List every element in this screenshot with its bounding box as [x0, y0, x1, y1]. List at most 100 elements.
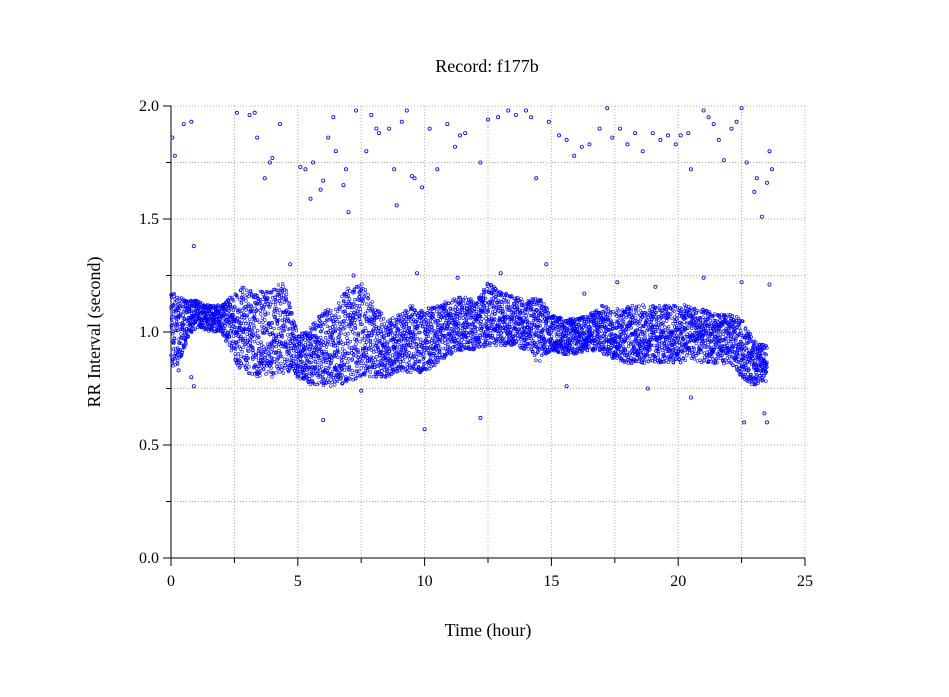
- rr-point: [324, 360, 328, 365]
- rr-point: [335, 379, 339, 384]
- rr-point: [401, 368, 405, 373]
- rr-point: [335, 319, 339, 324]
- rr-point: [403, 339, 407, 343]
- rr-point: [340, 294, 344, 299]
- rr-point: [430, 338, 434, 342]
- rr-point: [519, 341, 523, 345]
- rr-point: [636, 336, 641, 341]
- rr-point: [382, 363, 386, 367]
- rr-point: [358, 320, 363, 324]
- rr-point: [534, 358, 538, 362]
- rr-point: [316, 363, 320, 367]
- rr-point: [368, 339, 373, 343]
- rr-point: [399, 339, 404, 343]
- rr-point: [261, 359, 265, 363]
- rr-point: [340, 322, 345, 326]
- rr-point: [478, 304, 482, 309]
- rr-point: [236, 363, 240, 367]
- rr-point: [365, 369, 369, 373]
- rr-point: [355, 311, 359, 315]
- rr-point: [389, 329, 393, 333]
- rr-point: [399, 314, 403, 319]
- rr-point: [333, 344, 337, 348]
- rr-point: [320, 350, 324, 354]
- rr-point: [383, 363, 387, 368]
- rr-point: [443, 338, 447, 342]
- rr-point: [267, 352, 271, 356]
- rr-point: [240, 290, 245, 294]
- rr-point: [270, 320, 274, 325]
- rr-point: [278, 351, 283, 356]
- rr-point: [371, 347, 375, 351]
- rr-point: [245, 356, 250, 360]
- rr-point: [330, 338, 334, 342]
- rr-point: [177, 304, 182, 308]
- rr-point: [312, 354, 316, 358]
- rr-point: [323, 336, 328, 340]
- rr-point: [277, 308, 282, 312]
- rr-point: [275, 361, 279, 366]
- rr-point: [285, 357, 289, 361]
- rr-point: [263, 318, 267, 322]
- rr-point: [415, 336, 420, 341]
- rr-point: [428, 319, 432, 323]
- rr-point: [176, 337, 181, 341]
- rr-point: [348, 289, 352, 293]
- rr-point: [250, 309, 254, 313]
- rr-point: [404, 334, 408, 338]
- rr-point: [374, 311, 378, 315]
- rr-point: [210, 326, 214, 331]
- rr-point: [180, 353, 184, 357]
- rr-point: [344, 379, 349, 384]
- rr-point: [395, 334, 399, 338]
- rr-point: [269, 325, 273, 330]
- rr-point: [342, 362, 347, 366]
- rr-point: [242, 355, 246, 359]
- rr-point: [300, 359, 304, 364]
- rr-point: [268, 291, 272, 295]
- rr-point: [330, 356, 334, 360]
- rr-point: [258, 301, 263, 305]
- rr-point: [336, 367, 340, 371]
- rr-point: [375, 372, 379, 376]
- rr-point: [260, 316, 264, 320]
- rr-point: [313, 366, 318, 370]
- rr-point: [257, 298, 262, 302]
- rr-point: [247, 371, 252, 375]
- rr-point: [321, 322, 325, 327]
- rr-point: [332, 321, 336, 326]
- rr-point: [526, 347, 530, 351]
- rr-point: [237, 309, 241, 313]
- rr-point: [246, 356, 251, 361]
- rr-point: [373, 338, 377, 342]
- rr-point: [343, 314, 347, 318]
- rr-point: [227, 298, 231, 302]
- rr-point: [433, 363, 437, 367]
- rr-point: [319, 364, 324, 369]
- rr-point: [534, 329, 539, 333]
- rr-point: [254, 302, 259, 307]
- rr-point: [475, 327, 480, 331]
- rr-point: [247, 349, 251, 353]
- rr-point: [396, 313, 400, 317]
- rr-point: [277, 334, 281, 339]
- rr-point: [302, 371, 306, 375]
- rr-point: [325, 380, 329, 385]
- rr-point: [341, 304, 345, 308]
- rr-point: [360, 302, 365, 306]
- rr-point: [326, 340, 331, 344]
- rr-point: [180, 336, 184, 341]
- rr-point: [353, 377, 358, 381]
- rr-point: [384, 356, 388, 361]
- rr-point: [291, 327, 295, 332]
- rr-point: [345, 290, 349, 294]
- rr-point: [356, 356, 360, 360]
- rr-point: [363, 334, 367, 338]
- rr-point: [365, 296, 370, 300]
- rr-point: [363, 343, 367, 347]
- rr-point: [281, 345, 285, 349]
- rr-point: [330, 332, 335, 336]
- rr-point: [209, 304, 214, 308]
- rr-point: [282, 366, 286, 370]
